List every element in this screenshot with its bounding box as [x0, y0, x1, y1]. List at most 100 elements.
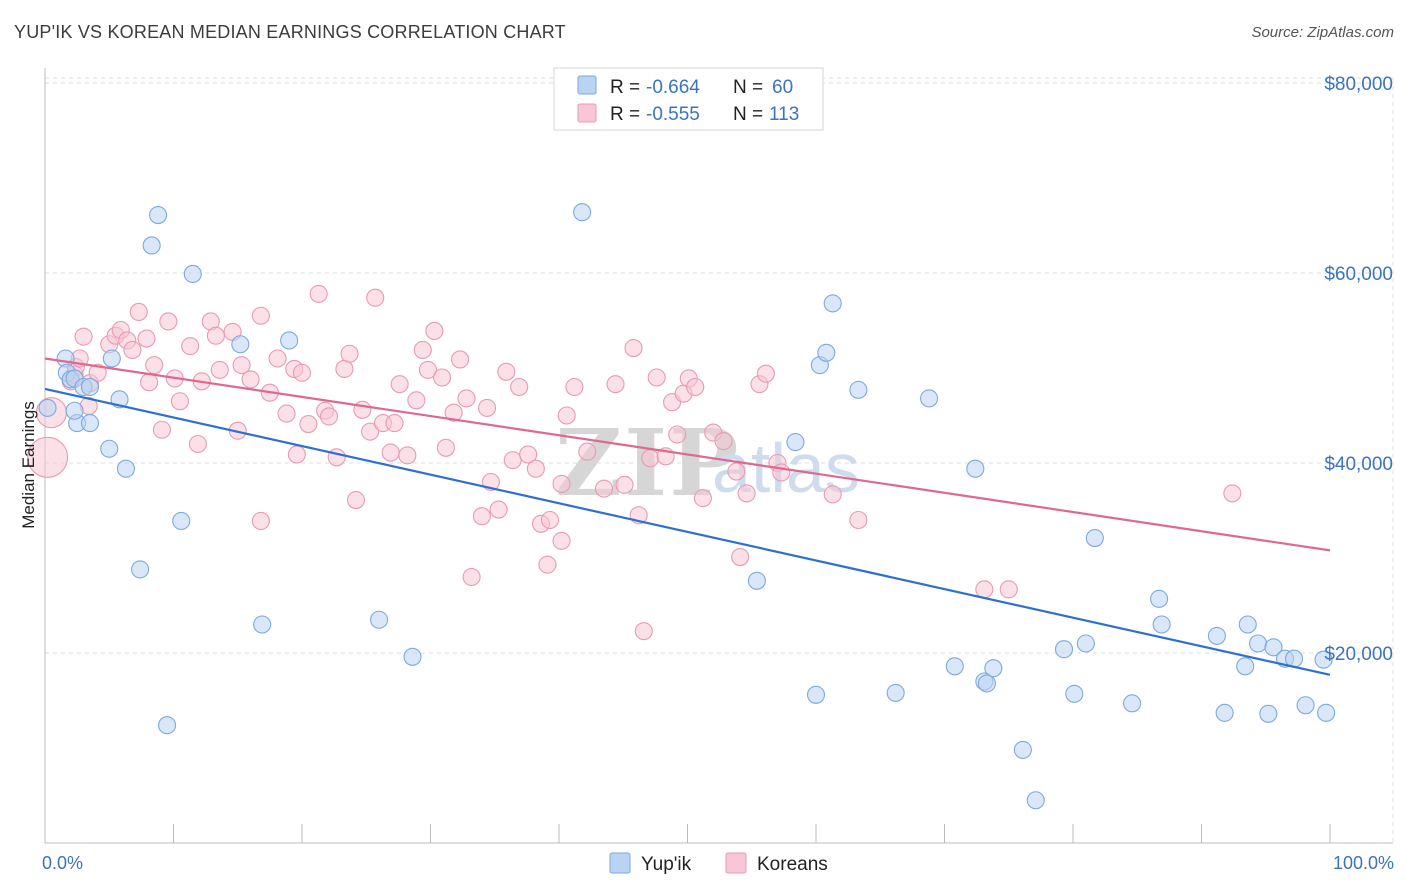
- koreans-point: [436, 438, 455, 457]
- x-tick-label-max: 100.0%: [1333, 853, 1394, 873]
- koreans-point: [27, 436, 69, 478]
- y-tick-label-0: $20,000: [1324, 644, 1393, 665]
- koreans-point: [287, 445, 306, 464]
- koreans-point: [268, 349, 287, 368]
- yupik-point: [65, 401, 84, 420]
- koreans-point: [418, 360, 437, 379]
- koreans-point: [188, 434, 207, 454]
- legend-n-value-yupik: 60: [772, 77, 793, 98]
- koreans-point: [123, 340, 142, 360]
- series-legend: Yup'ik Koreans: [609, 852, 828, 875]
- yupik-point: [1207, 626, 1226, 645]
- trend-lines: [44, 357, 1331, 676]
- koreans-point: [457, 389, 476, 408]
- yupik-point: [1215, 703, 1234, 722]
- koreans-point: [538, 555, 557, 574]
- yupik-point: [370, 610, 389, 629]
- yupik-point: [1296, 696, 1315, 715]
- koreans-point: [565, 377, 584, 397]
- koreans-point: [425, 321, 444, 341]
- yupik-point: [1317, 703, 1336, 722]
- yupik-point: [1123, 694, 1142, 713]
- yupik-point: [817, 343, 836, 362]
- yupik-point: [142, 236, 161, 255]
- legend-n-label-yupik: N =: [733, 77, 763, 98]
- chart-title: YUP'IK VS KOREAN MEDIAN EARNINGS CORRELA…: [14, 22, 566, 42]
- yupik-point: [1054, 640, 1074, 659]
- koreans-point: [145, 356, 164, 375]
- bottom-legend-swatch-koreans: [725, 852, 747, 874]
- koreans-point: [526, 459, 545, 478]
- koreans-point: [309, 284, 328, 303]
- koreans-point: [686, 377, 705, 397]
- koreans-point: [647, 368, 666, 387]
- koreans-point: [451, 350, 470, 369]
- koreans-points: [27, 284, 1242, 641]
- yupik-point: [806, 685, 826, 704]
- yupik-point: [158, 716, 177, 735]
- koreans-point: [292, 363, 312, 382]
- koreans-point: [714, 432, 733, 451]
- koreans-point: [366, 288, 385, 307]
- koreans-point: [975, 580, 994, 599]
- koreans-point: [152, 420, 171, 439]
- koreans-point: [251, 306, 270, 325]
- yupik-point: [1264, 638, 1283, 657]
- legend-r-label-yupik: R =: [610, 77, 640, 98]
- yupik-point: [977, 674, 996, 693]
- koreans-point: [137, 329, 156, 348]
- yupik-point: [747, 571, 766, 590]
- koreans-point: [251, 511, 270, 531]
- koreans-point: [346, 490, 366, 510]
- y-tick-label-1: $40,000: [1324, 454, 1393, 475]
- legend-swatch-yupik: [577, 75, 597, 95]
- yupik-point: [966, 459, 985, 478]
- source-label: Source: ZipAtlas.com: [1251, 24, 1394, 41]
- yupik-point: [102, 349, 121, 368]
- koreans-point: [510, 377, 529, 397]
- yupik-point: [886, 683, 905, 702]
- yupik-point: [849, 380, 868, 399]
- koreans-point: [615, 475, 634, 494]
- yupik-point: [131, 560, 150, 579]
- legend-r-value-yupik: -0.664: [646, 77, 700, 98]
- yupik-point: [573, 203, 592, 222]
- koreans-point: [578, 442, 597, 461]
- yupik-point: [1150, 589, 1169, 608]
- koreans-point: [557, 406, 576, 425]
- koreans-point: [624, 338, 643, 358]
- yupik-point: [253, 615, 272, 634]
- koreans-point: [552, 474, 571, 493]
- koreans-point: [552, 531, 571, 550]
- koreans-point: [823, 485, 842, 504]
- y-tick-label-2: $60,000: [1324, 264, 1393, 285]
- yupik-point: [116, 459, 136, 478]
- yupik-point: [984, 659, 1003, 678]
- yupik-point: [1026, 791, 1045, 810]
- yupik-point: [1065, 684, 1084, 703]
- yupik-point: [403, 647, 422, 666]
- koreans-point: [206, 326, 225, 345]
- yupik-point: [1152, 615, 1171, 634]
- koreans-point: [668, 425, 687, 444]
- koreans-point: [88, 363, 107, 382]
- koreans-point: [361, 422, 380, 441]
- koreans-point: [849, 510, 868, 530]
- koreans-point: [497, 362, 516, 381]
- koreans-point: [472, 507, 491, 526]
- koreans-point: [731, 547, 750, 567]
- koreans-point: [398, 446, 417, 465]
- koreans-point: [727, 462, 746, 481]
- koreans-point: [319, 407, 339, 426]
- koreans-point: [462, 567, 481, 587]
- koreans-point: [381, 443, 400, 462]
- yupik-point: [1248, 634, 1268, 653]
- koreans-point: [503, 451, 522, 470]
- legend-r-value-koreans: -0.555: [646, 104, 700, 125]
- yupik-point: [1236, 657, 1255, 676]
- yupik-point: [945, 657, 964, 676]
- koreans-point: [340, 344, 359, 363]
- koreans-point: [210, 360, 229, 379]
- koreans-point: [540, 510, 560, 530]
